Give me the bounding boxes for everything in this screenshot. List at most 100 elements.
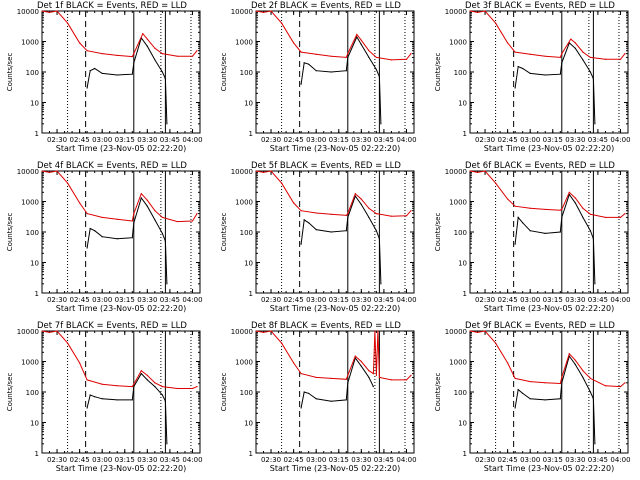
x-tick-label: 03:45 — [588, 456, 608, 464]
lld-data-point — [146, 374, 148, 377]
y-tick-label: 1000 — [449, 199, 467, 207]
x-tick-label: 02:30 — [47, 456, 67, 464]
lld-data-point — [570, 38, 572, 40]
y-tick-label: 1000 — [235, 199, 253, 207]
y-tick-label: 100 — [454, 69, 467, 77]
lld-data-point — [484, 10, 486, 12]
events-data-point — [514, 243, 516, 245]
x-tick-label: 02:45 — [498, 296, 518, 304]
lld-data-point — [410, 210, 412, 212]
chart-panel-9: Det 9f BLACK = Events, RED = LLD Counts/s… — [434, 321, 631, 473]
lld-data-point — [484, 170, 486, 172]
x-tick-label: 03:30 — [565, 296, 585, 304]
x-tick-label: 03:30 — [565, 456, 585, 464]
lld-data-point — [315, 53, 317, 55]
lld-data-point — [255, 170, 257, 172]
lld-data-point — [56, 330, 58, 332]
x-tick-label: 02:30 — [47, 296, 67, 304]
y-tick-label: 1 — [249, 450, 253, 458]
events-data-point — [522, 222, 524, 224]
y-tick-label: 10 — [244, 420, 253, 428]
lld-data-point — [79, 362, 81, 364]
events-data-point — [345, 230, 347, 232]
y-tick-label: 10 — [458, 420, 467, 428]
x-tick-label: 03:30 — [351, 296, 371, 304]
x-tick-label: 03:30 — [351, 136, 371, 144]
x-tick-label: 03:00 — [306, 136, 326, 144]
x-axis-label: Start Time (23-Nov-05 02:22:20) — [484, 464, 614, 473]
chart-panel-7: Det 7f BLACK = Events, RED = LLD Counts/s… — [6, 321, 203, 473]
lld-data-point — [410, 53, 412, 55]
lld-data-point — [582, 370, 584, 372]
x-tick-label: 02:30 — [261, 296, 281, 304]
lld-data-point — [191, 387, 194, 390]
x-tick-label: 03:45 — [374, 456, 394, 464]
x-tick-label: 03:30 — [137, 296, 157, 304]
events-series-line — [86, 372, 168, 444]
x-tick-label: 04:00 — [610, 296, 630, 304]
lld-data-point — [360, 39, 362, 41]
y-tick-label: 10000 — [231, 168, 253, 176]
lld-data-point — [270, 330, 272, 332]
plot-frame — [41, 330, 201, 454]
events-data-point — [356, 36, 358, 38]
lld-data-point — [66, 22, 69, 24]
lld-data-point — [619, 386, 622, 388]
x-axis-label: Start Time (23-Nov-05 02:22:20) — [270, 304, 400, 313]
y-tick-label: 1000 — [21, 359, 39, 367]
x-tick-label: 04:00 — [182, 456, 202, 464]
lld-data-point — [484, 330, 486, 332]
lld-data-point — [330, 377, 332, 379]
x-tick-label: 03:00 — [520, 296, 540, 304]
lld-data-point — [131, 55, 133, 58]
lld-data-point — [390, 379, 393, 381]
events-data-point — [517, 388, 519, 391]
lld-data-point — [330, 55, 332, 57]
lld-data-point — [142, 33, 144, 35]
lld-data-point — [589, 377, 591, 379]
lld-data-point — [140, 370, 142, 372]
lld-data-point — [494, 22, 497, 24]
events-data-point — [522, 392, 524, 394]
x-tick-label: 03:30 — [137, 136, 157, 144]
lld-data-point — [375, 374, 377, 377]
lld-data-point — [86, 379, 88, 381]
events-data-point — [589, 230, 591, 232]
x-tick-label: 03:45 — [160, 136, 180, 144]
events-data-point — [375, 68, 377, 71]
events-data-point — [559, 231, 561, 233]
y-tick-label: 1 — [463, 130, 467, 138]
lld-series-line — [255, 330, 412, 381]
lld-data-point — [494, 182, 497, 184]
chart-panel-5: Det 5f BLACK = Events, RED = LLD Counts/s… — [220, 161, 417, 313]
lld-data-point — [375, 213, 377, 215]
events-data-point — [514, 407, 516, 409]
y-tick-label: 1 — [35, 450, 39, 458]
lld-data-point — [191, 220, 194, 222]
lld-data-point — [507, 362, 509, 364]
lld-data-point — [604, 216, 607, 219]
lld-data-point — [507, 42, 509, 44]
y-tick-label: 100 — [454, 229, 467, 237]
lld-data-point — [146, 38, 148, 40]
events-data-point — [347, 382, 349, 384]
chart-title: Det 3f BLACK = Events, RED = LLD — [465, 1, 615, 11]
x-tick-label: 03:00 — [92, 296, 112, 304]
lld-data-point — [354, 193, 356, 195]
events-data-point — [380, 123, 382, 125]
lld-data-point — [476, 171, 479, 173]
events-data-point — [154, 386, 156, 388]
lld-data-point — [262, 331, 265, 333]
y-tick-label: 1 — [249, 290, 253, 298]
events-data-point — [375, 230, 377, 232]
lld-data-point — [347, 53, 349, 55]
lld-data-point — [140, 193, 142, 195]
events-data-point — [574, 363, 576, 366]
x-tick-label: 03:15 — [115, 296, 135, 304]
y-axis-label: Counts/sec — [434, 213, 442, 252]
x-tick-label: 04:00 — [182, 296, 202, 304]
lld-data-point — [582, 207, 584, 209]
events-data-point — [94, 396, 96, 398]
lld-data-point — [375, 56, 377, 59]
events-data-point — [360, 365, 362, 367]
